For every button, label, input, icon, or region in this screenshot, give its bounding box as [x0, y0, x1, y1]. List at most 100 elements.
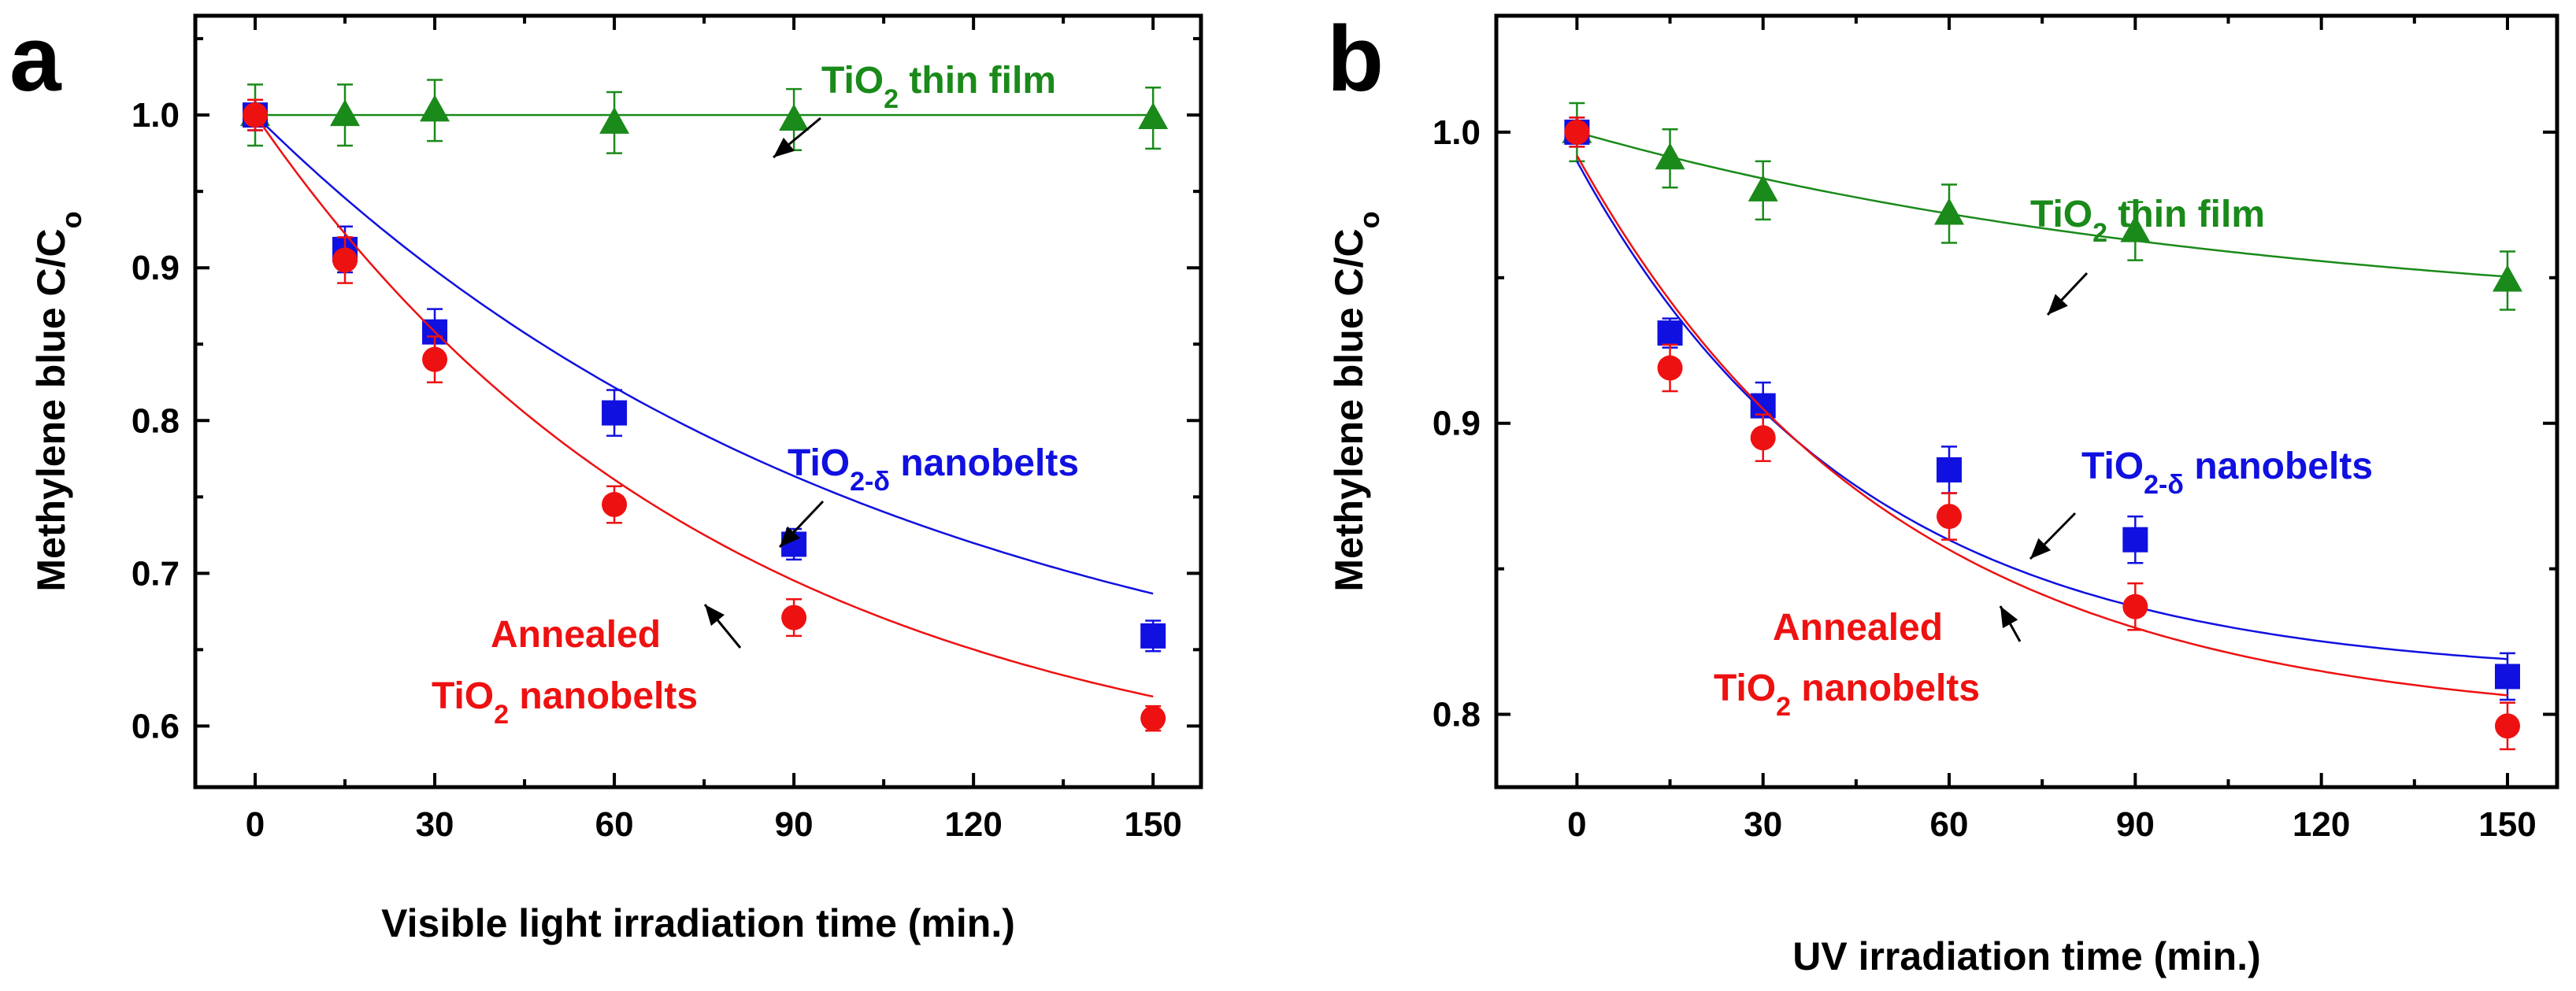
x-tick-label: 120: [2292, 805, 2350, 844]
annotation-arrow-head: [705, 605, 725, 627]
annotation-main: TiO: [1714, 667, 1776, 709]
data-point-circle: [602, 491, 628, 517]
x-axis-title: Visible light irradiation time (min.): [381, 901, 1015, 945]
y-axis-title-sub: o: [1353, 211, 1385, 228]
annotation-line2: TiO2 nanobelts: [432, 675, 698, 730]
fit-curve: [1576, 154, 2508, 697]
annotation-sub: 2-δ: [2144, 470, 2184, 500]
data-point-circle: [1750, 425, 1776, 451]
y-tick-label: 0.8: [1433, 696, 1481, 734]
y-axis-title-text: Methylene blue C/C: [1327, 228, 1371, 591]
annotation-main: TiO: [821, 60, 884, 102]
annotation-rest: thin film: [2107, 194, 2265, 235]
annotation-arrow-head: [2048, 294, 2068, 315]
annotation-line1: Annealed: [491, 614, 661, 656]
annotation-sub: 2-δ: [850, 467, 890, 497]
annotation-main: TiO: [2030, 194, 2092, 235]
data-point-triangle: [1138, 102, 1169, 130]
data-point-square: [2494, 664, 2520, 690]
data-point-triangle: [599, 106, 630, 134]
annotation-arrow-head: [780, 526, 800, 547]
x-tick-label: 30: [1744, 805, 1782, 844]
annotation-text: TiO2-δ nanobelts: [2081, 446, 2373, 500]
data-point-triangle: [2120, 215, 2151, 242]
annotation-2: Annealed TiO2 nanobelts: [432, 604, 742, 730]
annotation-sub: 2: [2092, 218, 2107, 248]
annotation-line2: TiO2 nanobelts: [1714, 667, 1980, 722]
data-point-triangle: [2492, 264, 2522, 292]
annotation-sub: 2: [1776, 692, 1791, 722]
data-point-triangle: [330, 99, 361, 127]
annotation-arrow-head: [2000, 606, 2018, 629]
series-2: [243, 98, 1166, 732]
data-point-circle: [243, 102, 269, 128]
data-point-triangle: [420, 94, 450, 122]
fit-curve: [254, 114, 1154, 698]
x-tick-label: 120: [944, 805, 1002, 844]
y-tick-label: 0.8: [132, 401, 180, 440]
data-point-circle: [1564, 119, 1590, 145]
y-axis-title: Methylene blue C/Co: [29, 211, 87, 591]
annotation-main: TiO: [788, 442, 850, 484]
panel-b: b 0 30 60 90 120 150 0.8 0.9 1.0 UV irradiation ti…: [1327, 7, 2559, 978]
annotation-0: TiO2 thin film: [2030, 194, 2265, 316]
data-point-circle: [781, 605, 807, 630]
annotation-arrow-head: [2030, 538, 2052, 559]
plot-frame: [193, 13, 1203, 789]
x-tick-label: 90: [2116, 805, 2155, 844]
data-point-circle: [422, 346, 448, 372]
y-tick-label: 1.0: [1433, 113, 1481, 152]
x-tick-label: 30: [416, 805, 454, 844]
annotation-1: TiO2-δ nanobelts: [778, 442, 1079, 549]
y-tick-label: 0.9: [132, 249, 180, 287]
x-tick-label: 60: [1930, 805, 1969, 844]
series-2: [1564, 116, 2520, 751]
annotation-sub: 2: [494, 700, 509, 730]
data-point-circle: [1140, 705, 1166, 731]
annotation-0: TiO2 thin film: [773, 60, 1056, 159]
series-0: [1562, 102, 2522, 311]
data-point-circle: [2494, 713, 2520, 739]
data-point-circle: [1657, 355, 1683, 381]
y-axis-title: Methylene blue C/Co: [1327, 211, 1385, 591]
annotation-rest: nanobelts: [1791, 667, 1980, 709]
data-point-square: [1657, 320, 1683, 346]
x-tick-label: 90: [775, 805, 814, 844]
data-point-square: [602, 400, 628, 426]
x-tick-label: 0: [246, 805, 265, 844]
y-axis-title-sub: o: [55, 211, 87, 228]
annotation-1: TiO2-δ nanobelts: [2029, 446, 2373, 560]
annotation-rest: thin film: [899, 60, 1056, 102]
plot-frame: [1494, 13, 2559, 789]
data-point-circle: [332, 247, 358, 273]
annotation-2: Annealed TiO2 nanobelts: [1714, 605, 2022, 722]
panel-label: a: [9, 7, 62, 111]
data-point-circle: [1937, 504, 1963, 530]
fit-curve: [1576, 161, 2508, 660]
annotation-rest: nanobelts: [509, 675, 698, 717]
data-point-triangle: [1748, 174, 1778, 202]
annotation-sub: 2: [884, 84, 899, 114]
data-point-triangle: [1934, 198, 1965, 225]
panel-label: b: [1327, 7, 1384, 111]
annotation-text: TiO2 thin film: [2030, 194, 2265, 248]
annotation-text: TiO2-δ nanobelts: [788, 442, 1079, 497]
annotation-main: TiO: [2081, 446, 2144, 487]
annotation-main: TiO: [432, 675, 494, 717]
annotation-text: TiO2 thin film: [821, 60, 1056, 114]
x-tick-label: 60: [595, 805, 634, 844]
annotation-rest: nanobelts: [890, 442, 1079, 484]
x-axis-title: UV irradiation time (min.): [1792, 934, 2261, 978]
y-tick-label: 0.7: [132, 554, 180, 593]
fit-curve: [1577, 131, 2508, 278]
fit-curve: [254, 114, 1154, 595]
annotation-line1: Annealed: [1773, 607, 1943, 649]
panel-a: a 0 30 60 90 120 150 0.6 0.7 0.8 0.9 1.0 Visible lig…: [9, 7, 1203, 945]
x-tick-label: 150: [2478, 805, 2536, 844]
y-tick-label: 1.0: [132, 96, 180, 135]
data-point-square: [1937, 457, 1963, 483]
data-point-circle: [2122, 593, 2148, 619]
data-point-triangle: [779, 103, 810, 131]
x-tick-label: 0: [1567, 805, 1586, 844]
